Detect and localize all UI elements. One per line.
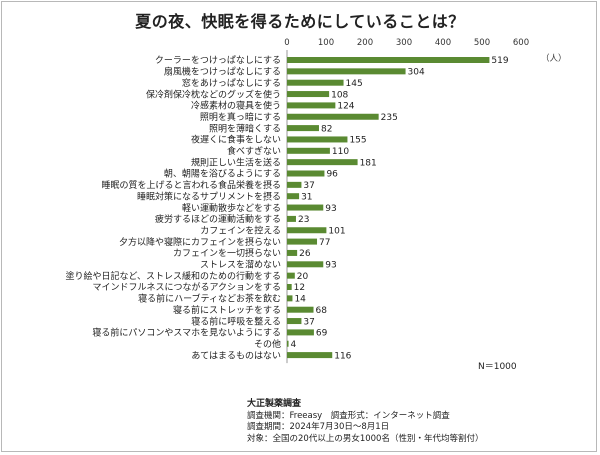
category-label: 軽い運動散歩などをする [182,202,281,214]
bar [287,249,298,256]
category-label: その他 [254,338,281,350]
x-tick-label: 500 [474,38,490,48]
value-label: 4 [291,340,297,350]
bar [287,136,348,143]
bar [287,352,333,359]
category-label: 窓をあけっぱなしにする [182,77,281,89]
bar [287,193,300,200]
bar [287,102,336,109]
bar [287,284,292,290]
category-label: 保冷剤保冷枕などのグッズを使う [146,88,281,100]
unit-label: （人） [541,53,567,64]
source-line-target: 対象：全国の20代以上の男女1000名（性別・年代均等割付） [247,433,484,444]
value-label: 101 [328,226,345,236]
x-tick-label: 100 [318,38,334,48]
bar [287,261,324,268]
category-label: 夜遅くに食事をしない [191,134,281,146]
value-label: 82 [321,124,332,134]
category-label: 寝る前にストレッチをする [173,304,281,316]
category-label: 扇風機をつけっぱなしにする [164,66,281,78]
category-label: 照明を真っ暗にする [200,111,281,123]
bar [287,181,302,188]
bar [287,159,358,166]
value-label: 96 [326,170,338,180]
value-label: 93 [325,204,336,214]
category-label: 食べすぎない [227,145,281,157]
value-label: 14 [294,295,306,305]
value-label: 304 [408,68,425,78]
value-label: 145 [346,79,363,89]
bar [287,238,318,245]
value-label: 69 [316,329,328,339]
category-label: 睡眠の質を上げると言われる食品栄養を摂る [101,179,281,191]
value-label: 12 [294,283,305,293]
value-label: 20 [297,272,309,282]
sample-size-annotation: N＝1000 [478,362,517,372]
category-label: 塗り絵や日記など、ストレス緩和のための行動をする [65,270,281,282]
value-label: 68 [316,306,328,316]
category-label: 照明を薄暗くする [209,122,281,134]
bar [287,57,490,63]
chart-title: 夏の夜、快眠を得るためにしていることは？ [135,12,465,31]
category-label: 夕方以降や寝際にカフェインを摂らない [119,236,281,248]
category-label: 寝る前に呼吸を整える [191,315,281,327]
x-tick-label: 200 [357,38,373,48]
category-label: マインドフルネスにつながるアクションをする [92,281,281,293]
value-label: 519 [491,56,508,66]
bar [287,125,319,132]
value-label: 124 [337,102,354,112]
source-title: 大正製薬調査 [247,399,302,409]
value-label: 23 [298,215,309,225]
x-tick-label: 600 [513,38,529,48]
category-label: ストレスを溜めない [200,259,281,271]
category-label: 睡眠対策になるサプリメントを摂る [137,190,281,202]
bar [287,227,327,234]
category-label: 規則正しい生活を送る [191,156,281,168]
value-label: 116 [334,351,351,361]
value-label: 26 [299,249,311,259]
bar [287,91,330,98]
value-label: 110 [332,147,349,157]
value-label: 37 [303,181,314,191]
bar [287,272,295,279]
bar [287,113,379,120]
bar [287,170,325,177]
source-line-agency: 調査機関：Freeasy 調査形式：インターネット調査 [247,410,450,421]
value-label: 235 [381,113,398,123]
bars: クーラーをつけっぱなしにする 519 扇風機をつけっぱなしにする 304 窓をあけっぱな… [65,55,508,361]
bar [287,295,293,302]
value-label: 181 [360,158,377,168]
value-label: 31 [301,192,312,202]
value-label: 93 [325,261,336,271]
x-tick-label: 0 [284,38,289,48]
category-label: 寝る前にパソコンやスマホを見ないようにする [92,327,281,339]
category-label: カフェインを控える [200,224,281,236]
x-tick-label: 300 [396,38,412,48]
bar [287,215,296,222]
x-tick-label: 400 [435,38,451,48]
value-label: 37 [303,317,314,327]
bar [287,340,289,347]
source-block: 大正製薬調査 調査機関：Freeasy 調査形式：インターネット調査 調査期間：… [247,399,483,445]
bar [287,306,314,313]
bar [287,79,344,86]
value-label: 108 [331,90,348,100]
category-label: 寝る前にハーブティなどお茶を飲む [138,293,281,305]
category-label: クーラーをつけっぱなしにする [155,55,281,66]
category-label: カフェインを一切摂らない [173,247,281,259]
category-label: 朝、朝陽を浴びるようにする [164,169,281,180]
value-label: 77 [319,238,330,248]
value-label: 155 [349,136,366,146]
category-label: 冷感素材の寝具を使う [191,100,281,112]
category-label: あてはまるものはない [191,350,281,361]
bar [287,147,330,154]
bar [287,329,314,336]
source-line-period: 調査期間：2024年7月30日～8月1日 [247,422,390,432]
bar [287,318,302,325]
bar [287,68,406,75]
bar [287,204,324,211]
category-label: 疲労するほどの運動活動をする [155,213,281,225]
